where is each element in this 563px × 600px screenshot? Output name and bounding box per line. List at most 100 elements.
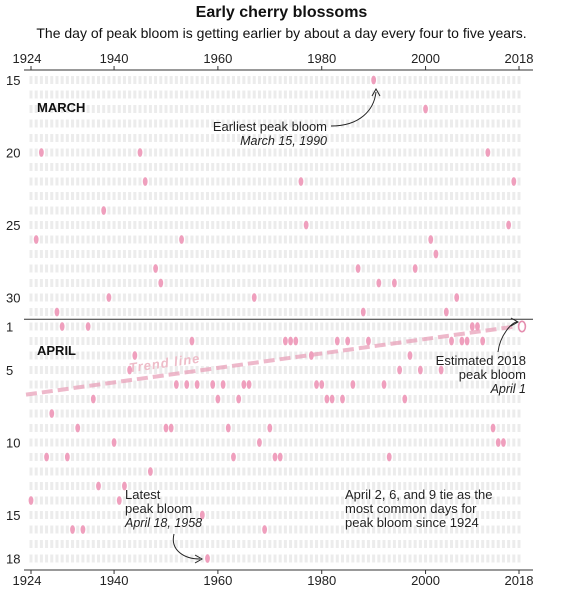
- grid-cell: [481, 554, 485, 563]
- grid-cell: [491, 540, 495, 548]
- grid-cell: [164, 250, 168, 258]
- grid-cell: [247, 308, 251, 316]
- y-tick-label: 15: [6, 73, 20, 88]
- grid-cell: [174, 496, 178, 505]
- grid-cell: [486, 308, 490, 316]
- grid-cell: [382, 293, 386, 302]
- grid-cell: [475, 453, 479, 461]
- grid-cell: [340, 438, 344, 447]
- grid-cell: [138, 134, 142, 142]
- grid-cell: [237, 554, 241, 563]
- grid-cell: [122, 351, 126, 360]
- grid-cell: [34, 322, 38, 331]
- grid-cell: [283, 279, 287, 287]
- grid-cell: [398, 264, 402, 273]
- grid-cell: [340, 525, 344, 534]
- grid-cell: [206, 264, 210, 273]
- grid-cell: [174, 511, 178, 519]
- grid-cell: [107, 279, 111, 287]
- grid-cell: [231, 221, 235, 229]
- grid-cell: [392, 264, 396, 273]
- grid-cell: [154, 540, 158, 548]
- grid-cell: [299, 148, 303, 157]
- grid-cell: [102, 163, 106, 171]
- grid-cell: [330, 264, 334, 273]
- grid-cell: [366, 163, 370, 171]
- grid-cell: [351, 424, 355, 432]
- grid-cell: [55, 453, 59, 461]
- grid-cell: [356, 525, 360, 534]
- grid-cell: [315, 337, 319, 345]
- grid-cell: [325, 467, 329, 476]
- grid-cell: [138, 308, 142, 316]
- grid-cell: [320, 554, 324, 563]
- grid-cell: [169, 250, 173, 258]
- grid-cell: [112, 221, 116, 229]
- grid-cell: [91, 293, 95, 302]
- grid-cell: [413, 148, 417, 157]
- grid-cell: [50, 293, 54, 302]
- grid-cell: [107, 177, 111, 186]
- grid-cell: [320, 90, 324, 99]
- grid-cell: [211, 134, 215, 142]
- grid-cell: [29, 264, 33, 273]
- grid-cell: [107, 540, 111, 548]
- grid-cell: [133, 453, 137, 461]
- grid-cell: [460, 177, 464, 186]
- grid-cell: [200, 409, 204, 418]
- grid-cell: [340, 467, 344, 476]
- grid-cell: [91, 409, 95, 418]
- grid-cell: [351, 337, 355, 345]
- grid-cell: [413, 438, 417, 447]
- grid-cell: [481, 177, 485, 186]
- grid-cell: [387, 235, 391, 244]
- bloom-point: [417, 365, 423, 375]
- grid-cell: [366, 134, 370, 142]
- grid-cell: [117, 235, 121, 244]
- grid-cell: [361, 438, 365, 447]
- latest-annotation-date: April 18, 1958: [124, 516, 202, 530]
- grid-cell: [439, 206, 443, 215]
- grid-cell: [185, 395, 189, 403]
- grid-cell: [174, 554, 178, 563]
- grid-cell: [377, 192, 381, 200]
- grid-cell: [138, 337, 142, 345]
- grid-cell: [159, 337, 163, 345]
- grid-cell: [60, 482, 64, 490]
- grid-cell: [496, 322, 500, 331]
- grid-cell: [107, 453, 111, 461]
- grid-cell: [346, 134, 350, 142]
- grid-cell: [55, 409, 59, 418]
- grid-cell: [289, 250, 293, 258]
- grid-cell: [81, 395, 85, 403]
- grid-cell: [283, 134, 287, 142]
- grid-cell: [60, 540, 64, 548]
- grid-cell: [429, 192, 433, 200]
- grid-cell: [387, 322, 391, 331]
- grid-cell: [455, 366, 459, 374]
- grid-cell: [237, 192, 241, 200]
- grid-cell: [164, 554, 168, 563]
- grid-cell: [366, 235, 370, 244]
- grid-cell: [315, 366, 319, 374]
- grid-cell: [320, 453, 324, 461]
- grid-cell: [34, 148, 38, 157]
- grid-cell: [34, 395, 38, 403]
- grid-cell: [320, 76, 324, 84]
- grid-cell: [382, 90, 386, 99]
- grid-cell: [351, 554, 355, 563]
- grid-cell: [377, 366, 381, 374]
- grid-cell: [304, 163, 308, 171]
- grid-cell: [294, 467, 298, 476]
- grid-cell: [517, 192, 521, 200]
- grid-cell: [439, 438, 443, 447]
- grid-cell: [81, 540, 85, 548]
- grid-cell: [481, 366, 485, 374]
- grid-cell: [372, 496, 376, 505]
- grid-cell: [491, 264, 495, 273]
- grid-cell: [138, 264, 142, 273]
- grid-cell: [107, 409, 111, 418]
- grid-cell: [413, 163, 417, 171]
- grid-cell: [195, 525, 199, 534]
- grid-cell: [455, 380, 459, 389]
